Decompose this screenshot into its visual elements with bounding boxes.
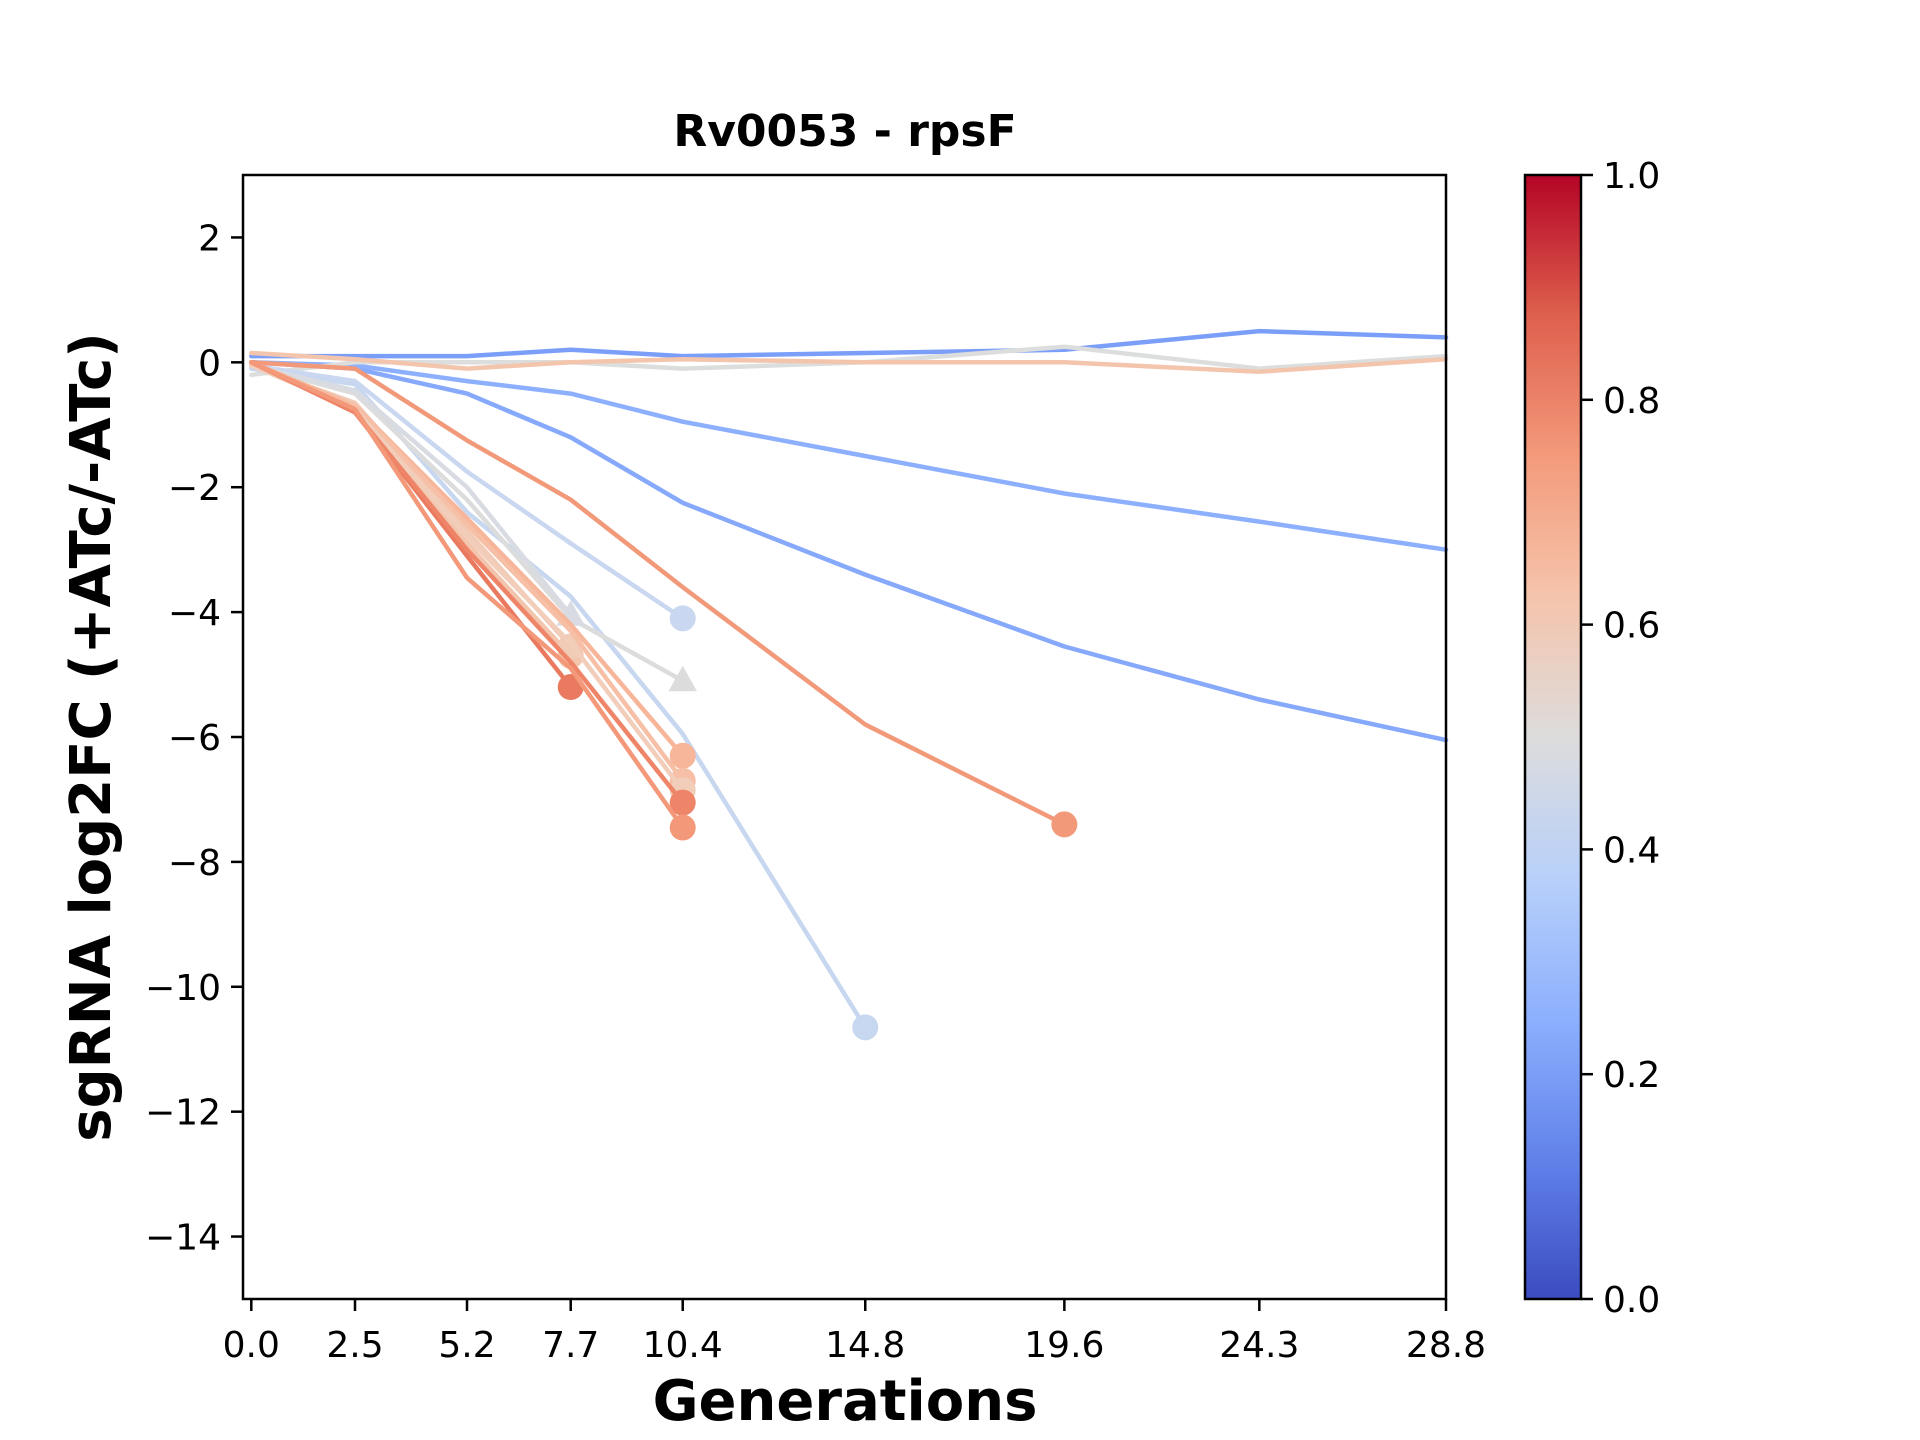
series-end-marker-5	[852, 1014, 879, 1041]
y-tick-label: −8	[168, 843, 221, 884]
series-line-9	[249, 360, 1067, 827]
series-line-8	[249, 363, 573, 618]
x-tick-label: 24.3	[1219, 1325, 1299, 1366]
y-tick-label: −6	[168, 718, 221, 759]
colorbar-axis: 0.0 0.2 0.4 0.6 0.8 1.0	[1581, 156, 1660, 1321]
series-line-12	[249, 360, 573, 690]
y-tick-label: 0	[198, 343, 221, 384]
series-line-17	[249, 360, 685, 830]
x-tick-label: 10.4	[643, 1325, 723, 1366]
series-line-6	[249, 363, 685, 621]
series-line-2	[249, 360, 1449, 552]
y-tick-label: −14	[145, 1218, 221, 1259]
y-tick-label: 2	[198, 218, 221, 259]
x-axis-label: Generations	[653, 1369, 1038, 1434]
series-layer	[249, 328, 1449, 1041]
colorbar	[1523, 173, 1583, 1301]
x-tick-label: 7.7	[542, 1325, 599, 1366]
series-line-5	[249, 366, 868, 1030]
colorbar-tick-label: 0.0	[1603, 1280, 1660, 1321]
series-end-marker-16	[669, 789, 696, 816]
x-tick-label: 2.5	[326, 1325, 383, 1366]
x-tick-label: 5.2	[438, 1325, 495, 1366]
y-tick-label: −10	[145, 968, 221, 1009]
series-line-0	[249, 328, 1449, 359]
series-end-marker-13	[669, 742, 696, 769]
series-end-marker-6	[669, 605, 696, 632]
y-tick-label: −2	[168, 468, 221, 509]
x-tick-label: 28.8	[1406, 1325, 1486, 1366]
colorbar-tick-label: 1.0	[1603, 156, 1660, 197]
x-tick-label: 0.0	[223, 1325, 280, 1366]
y-axis-label: sgRNA log2FC (+ATc/-ATc)	[59, 332, 124, 1142]
y-tick-label: −12	[145, 1093, 221, 1134]
y-axis: 2 0 −2 −4 −6 −8 −10 −12 −14	[145, 218, 243, 1259]
series-line-4	[249, 350, 1449, 374]
colorbar-tick-label: 0.4	[1603, 830, 1660, 871]
x-tick-label: 14.8	[825, 1325, 905, 1366]
series-end-marker-9	[1051, 811, 1078, 838]
colorbar-tick-label: 0.8	[1603, 381, 1660, 422]
series-end-marker-7	[668, 665, 697, 692]
colorbar-tick-label: 0.6	[1603, 606, 1660, 647]
x-axis: 0.0 2.5 5.2 7.7 10.4 14.8 19.6 24.3 28.8	[223, 1299, 1486, 1366]
plot-frame	[241, 173, 1448, 1301]
colorbar-tick-label: 0.2	[1603, 1055, 1660, 1096]
series-line-1	[249, 360, 1449, 743]
x-tick-label: 19.6	[1024, 1325, 1104, 1366]
chart-title: Rv0053 - rpsF	[673, 106, 1016, 157]
y-tick-label: −4	[168, 593, 221, 634]
series-end-marker-17	[669, 814, 696, 841]
